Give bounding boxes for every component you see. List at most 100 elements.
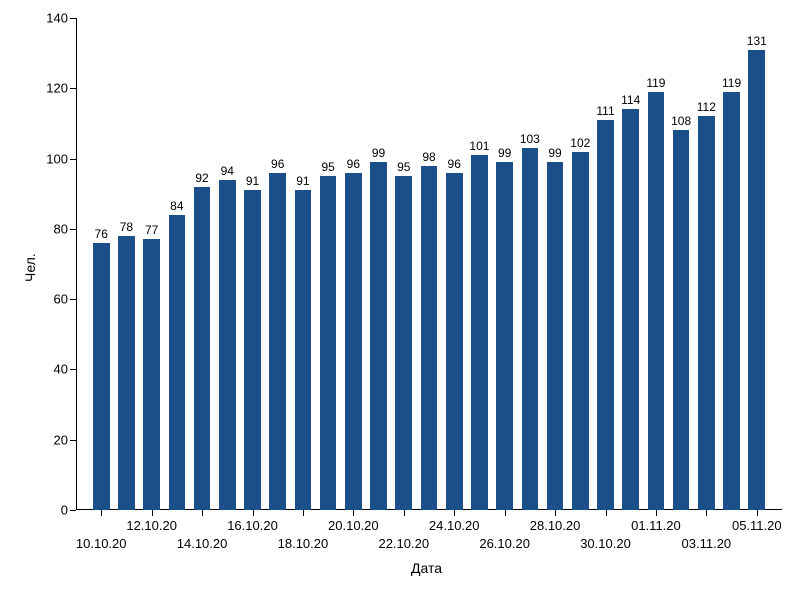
x-tick	[101, 510, 102, 516]
bar	[622, 109, 639, 510]
bar	[169, 215, 186, 510]
x-tick	[706, 510, 707, 516]
y-tick	[70, 510, 76, 511]
y-tick	[70, 159, 76, 160]
bar-value-label: 102	[570, 136, 590, 150]
bar-value-label: 95	[397, 160, 410, 174]
x-tick-label: 05.11.20	[732, 518, 782, 533]
bar-value-label: 112	[697, 100, 716, 114]
y-tick-label: 100	[32, 151, 68, 166]
bar-value-label: 96	[347, 157, 360, 171]
bar-value-label: 95	[321, 160, 334, 174]
y-tick-label: 60	[32, 292, 68, 307]
bar-value-label: 119	[722, 76, 741, 90]
bar-value-label: 99	[498, 146, 511, 160]
bar	[194, 187, 211, 510]
x-tick-label: 18.10.20	[278, 536, 329, 551]
bar-value-label: 94	[221, 164, 234, 178]
x-tick	[353, 510, 354, 516]
bar	[219, 180, 236, 510]
y-tick-label: 120	[32, 81, 68, 96]
y-tick	[70, 18, 76, 19]
x-tick-label: 26.10.20	[479, 536, 530, 551]
x-tick-label: 22.10.20	[378, 536, 429, 551]
bar-value-label: 84	[170, 199, 183, 213]
plot-area: 0204060801001201407678778492949196919596…	[76, 18, 782, 510]
bar	[522, 148, 539, 510]
bar-value-label: 131	[747, 34, 767, 48]
x-tick	[152, 510, 153, 516]
bar-value-label: 98	[422, 150, 435, 164]
x-tick-label: 30.10.20	[580, 536, 631, 551]
bar	[143, 239, 160, 510]
x-axis-label: Дата	[411, 560, 442, 576]
bar-value-label: 91	[296, 174, 309, 188]
bar-value-label: 76	[95, 227, 108, 241]
x-tick-label: 28.10.20	[530, 518, 581, 533]
bar-value-label: 99	[372, 146, 385, 160]
y-tick-label: 40	[32, 362, 68, 377]
bar	[572, 152, 589, 510]
bar-value-label: 119	[646, 76, 665, 90]
y-tick-label: 80	[32, 221, 68, 236]
bar	[269, 173, 286, 510]
bar	[244, 190, 261, 510]
bar	[93, 243, 110, 510]
x-tick-label: 24.10.20	[429, 518, 480, 533]
bar	[118, 236, 135, 510]
x-tick	[757, 510, 758, 516]
x-tick	[505, 510, 506, 516]
bar	[446, 173, 463, 510]
bar-value-label: 101	[469, 139, 489, 153]
x-tick-label: 03.11.20	[682, 536, 732, 551]
x-tick	[555, 510, 556, 516]
bar-value-label: 111	[596, 104, 614, 118]
y-tick	[70, 229, 76, 230]
x-tick	[303, 510, 304, 516]
x-tick-label: 12.10.20	[126, 518, 177, 533]
y-tick-label: 0	[32, 503, 68, 518]
y-axis-label: Чел.	[22, 253, 38, 282]
y-tick	[70, 440, 76, 441]
bar-value-label: 91	[246, 174, 259, 188]
x-tick	[454, 510, 455, 516]
bar	[723, 92, 740, 510]
y-axis-line	[76, 18, 77, 510]
y-tick	[70, 369, 76, 370]
y-tick	[70, 88, 76, 89]
bar	[421, 166, 438, 510]
bar-value-label: 108	[671, 114, 691, 128]
bar-value-label: 77	[145, 223, 158, 237]
bar	[597, 120, 614, 510]
x-tick	[253, 510, 254, 516]
bar	[345, 173, 362, 510]
bar	[748, 50, 765, 510]
bar-chart: 0 20 40 60 80 100 120 140 76 78 77 84 92 94 91 96 91 95 96…	[0, 0, 800, 600]
x-tick-label: 10.10.20	[76, 536, 127, 551]
bar	[471, 155, 488, 510]
bar	[698, 116, 715, 510]
bar	[395, 176, 412, 510]
bar	[370, 162, 387, 510]
x-tick	[202, 510, 203, 516]
bar-value-label: 114	[621, 93, 640, 107]
y-tick	[70, 299, 76, 300]
bar	[547, 162, 564, 510]
y-tick-label: 140	[32, 11, 68, 26]
x-tick-label: 14.10.20	[177, 536, 228, 551]
bar	[673, 130, 690, 510]
x-tick-label: 16.10.20	[227, 518, 278, 533]
bar-value-label: 103	[520, 132, 540, 146]
x-tick	[606, 510, 607, 516]
bar	[648, 92, 665, 510]
bar	[295, 190, 312, 510]
y-tick-label: 20	[32, 432, 68, 447]
x-tick-label: 01.11.20	[631, 518, 681, 533]
bar-value-label: 99	[548, 146, 561, 160]
bar-value-label: 92	[195, 171, 208, 185]
bar-value-label: 96	[448, 157, 461, 171]
x-tick	[656, 510, 657, 516]
x-tick-label: 20.10.20	[328, 518, 379, 533]
bar-value-label: 78	[120, 220, 133, 234]
bar	[496, 162, 513, 510]
